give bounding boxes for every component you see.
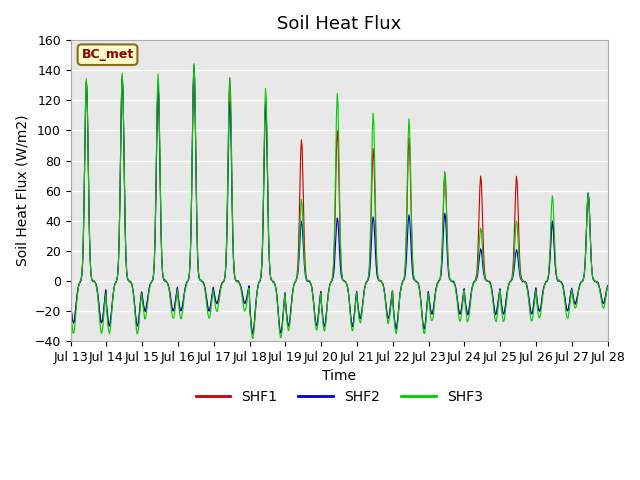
SHF1 (604, 283, 611, 289)
SHF2 (422, 320, 429, 326)
Y-axis label: Soil Heat Flux (W/m2): Soil Heat Flux (W/m2) (15, 115, 29, 266)
SHF3 (604, 284, 611, 290)
SHF2 (216, 292, 223, 298)
SHF3 (216, 297, 223, 303)
SHF2 (249, 331, 257, 336)
SHF3 (422, 325, 429, 331)
SHF2 (132, 313, 140, 319)
SHF2 (406, 216, 413, 222)
SHF3 (77, 277, 84, 283)
SHF1 (406, 144, 413, 150)
Text: BC_met: BC_met (81, 48, 134, 61)
Legend: SHF1, SHF2, SHF3: SHF1, SHF2, SHF3 (190, 384, 488, 409)
SHF2 (604, 283, 611, 288)
SHF1 (249, 331, 257, 337)
X-axis label: Time: Time (322, 370, 356, 384)
SHF1 (186, 259, 194, 265)
SHF3 (190, 60, 198, 66)
SHF3 (132, 318, 140, 324)
Line: SHF2: SHF2 (70, 65, 607, 334)
SHF3 (186, 258, 194, 264)
SHF2 (67, 300, 74, 306)
SHF3 (67, 305, 74, 311)
SHF3 (249, 336, 257, 341)
Title: Soil Heat Flux: Soil Heat Flux (277, 15, 401, 33)
SHF1 (422, 321, 429, 326)
SHF2 (186, 257, 194, 263)
SHF1 (190, 66, 198, 72)
SHF2 (77, 279, 84, 285)
Line: SHF1: SHF1 (70, 69, 607, 334)
SHF1 (132, 313, 140, 319)
SHF1 (67, 300, 74, 306)
SHF3 (406, 126, 413, 132)
SHF1 (216, 292, 223, 298)
SHF1 (77, 279, 84, 285)
SHF2 (190, 62, 198, 68)
Line: SHF3: SHF3 (70, 63, 607, 338)
